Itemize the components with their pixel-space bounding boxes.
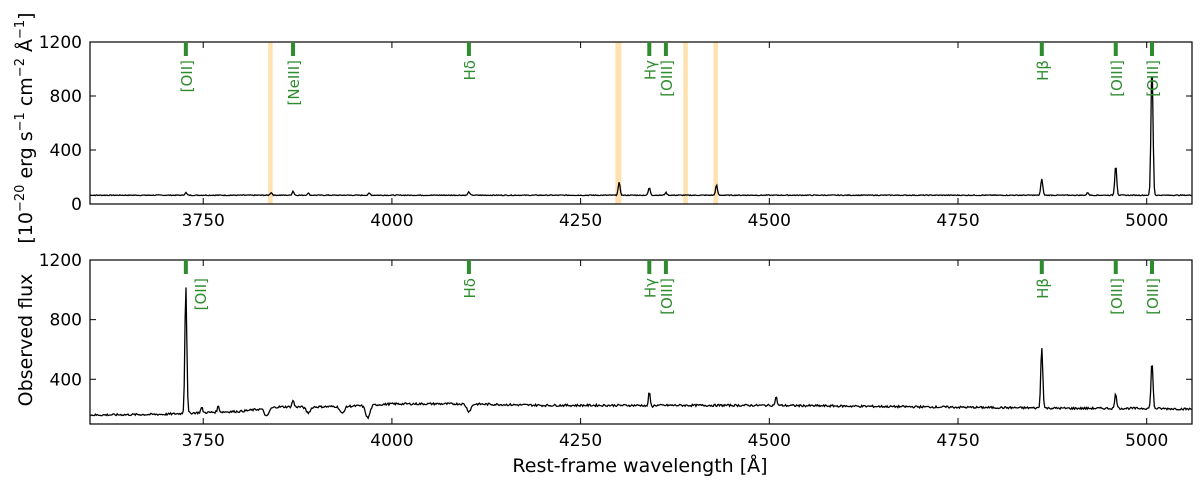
y-tick-label: 400 bbox=[50, 370, 82, 390]
x-tick-label: 5000 bbox=[1125, 431, 1168, 451]
spectrum-line bbox=[90, 76, 1192, 197]
y-tick-label: 1200 bbox=[39, 33, 82, 53]
highlight-band bbox=[683, 42, 688, 204]
y-tick-label: 400 bbox=[50, 141, 82, 161]
x-axis-label: Rest-frame wavelength [Å] bbox=[512, 454, 767, 477]
x-tick-label: 4250 bbox=[559, 431, 602, 451]
x-tick-label: 5000 bbox=[1125, 211, 1168, 231]
x-tick-label: 4000 bbox=[370, 211, 413, 231]
spectrum-panel-top: 3750 4000 4250 4500 4750 5000 0 400 800 1200 [OII]… bbox=[39, 33, 1193, 231]
line-label: [OII] bbox=[192, 278, 210, 310]
x-tick-label: 4750 bbox=[936, 211, 979, 231]
line-label: [NeIII] bbox=[285, 60, 303, 105]
x-tick-label: 4500 bbox=[748, 211, 791, 231]
line-label: Hβ bbox=[1034, 60, 1052, 81]
y-axis-label-bottom: Observed flux bbox=[15, 274, 37, 407]
x-tick-label: 3750 bbox=[182, 211, 225, 231]
spectrum-line bbox=[90, 287, 1192, 420]
line-label: [OIII] bbox=[1144, 60, 1162, 97]
y-tick-label: 800 bbox=[50, 87, 82, 107]
line-label: [OII] bbox=[178, 60, 196, 92]
x-tick-label: 4750 bbox=[936, 431, 979, 451]
x-tick-label: 4250 bbox=[559, 211, 602, 231]
line-label: [OIII] bbox=[1108, 278, 1126, 315]
spectrum-panel-bottom: 3750 4000 4250 4500 4750 5000 400 800 1200 [OII] H… bbox=[39, 251, 1193, 451]
y-tick-label: 800 bbox=[50, 311, 82, 331]
y-tick-label: 0 bbox=[71, 195, 82, 215]
highlight-band bbox=[713, 42, 718, 204]
line-label: Hβ bbox=[1034, 278, 1052, 299]
highlight-band bbox=[268, 42, 273, 204]
line-label: Hδ bbox=[461, 60, 479, 80]
y-tick-label: 1200 bbox=[39, 251, 82, 271]
line-label: Hγ bbox=[641, 60, 659, 80]
plot-frame bbox=[89, 259, 1193, 425]
line-label: [OIII] bbox=[1144, 278, 1162, 315]
line-label: [OIII] bbox=[658, 278, 676, 315]
x-tick-label: 3750 bbox=[182, 431, 225, 451]
plot-frame bbox=[89, 41, 1193, 205]
x-tick-label: 4000 bbox=[370, 431, 413, 451]
line-label: Hγ bbox=[641, 278, 659, 298]
x-tick-label: 4500 bbox=[748, 431, 791, 451]
y-axis-label-units: [10−20 erg s−1 cm−2 Å−1] bbox=[13, 12, 37, 243]
line-label: [OIII] bbox=[658, 60, 676, 97]
highlight-band bbox=[615, 42, 622, 204]
line-label: [OIII] bbox=[1108, 60, 1126, 97]
line-label: Hδ bbox=[461, 278, 479, 298]
